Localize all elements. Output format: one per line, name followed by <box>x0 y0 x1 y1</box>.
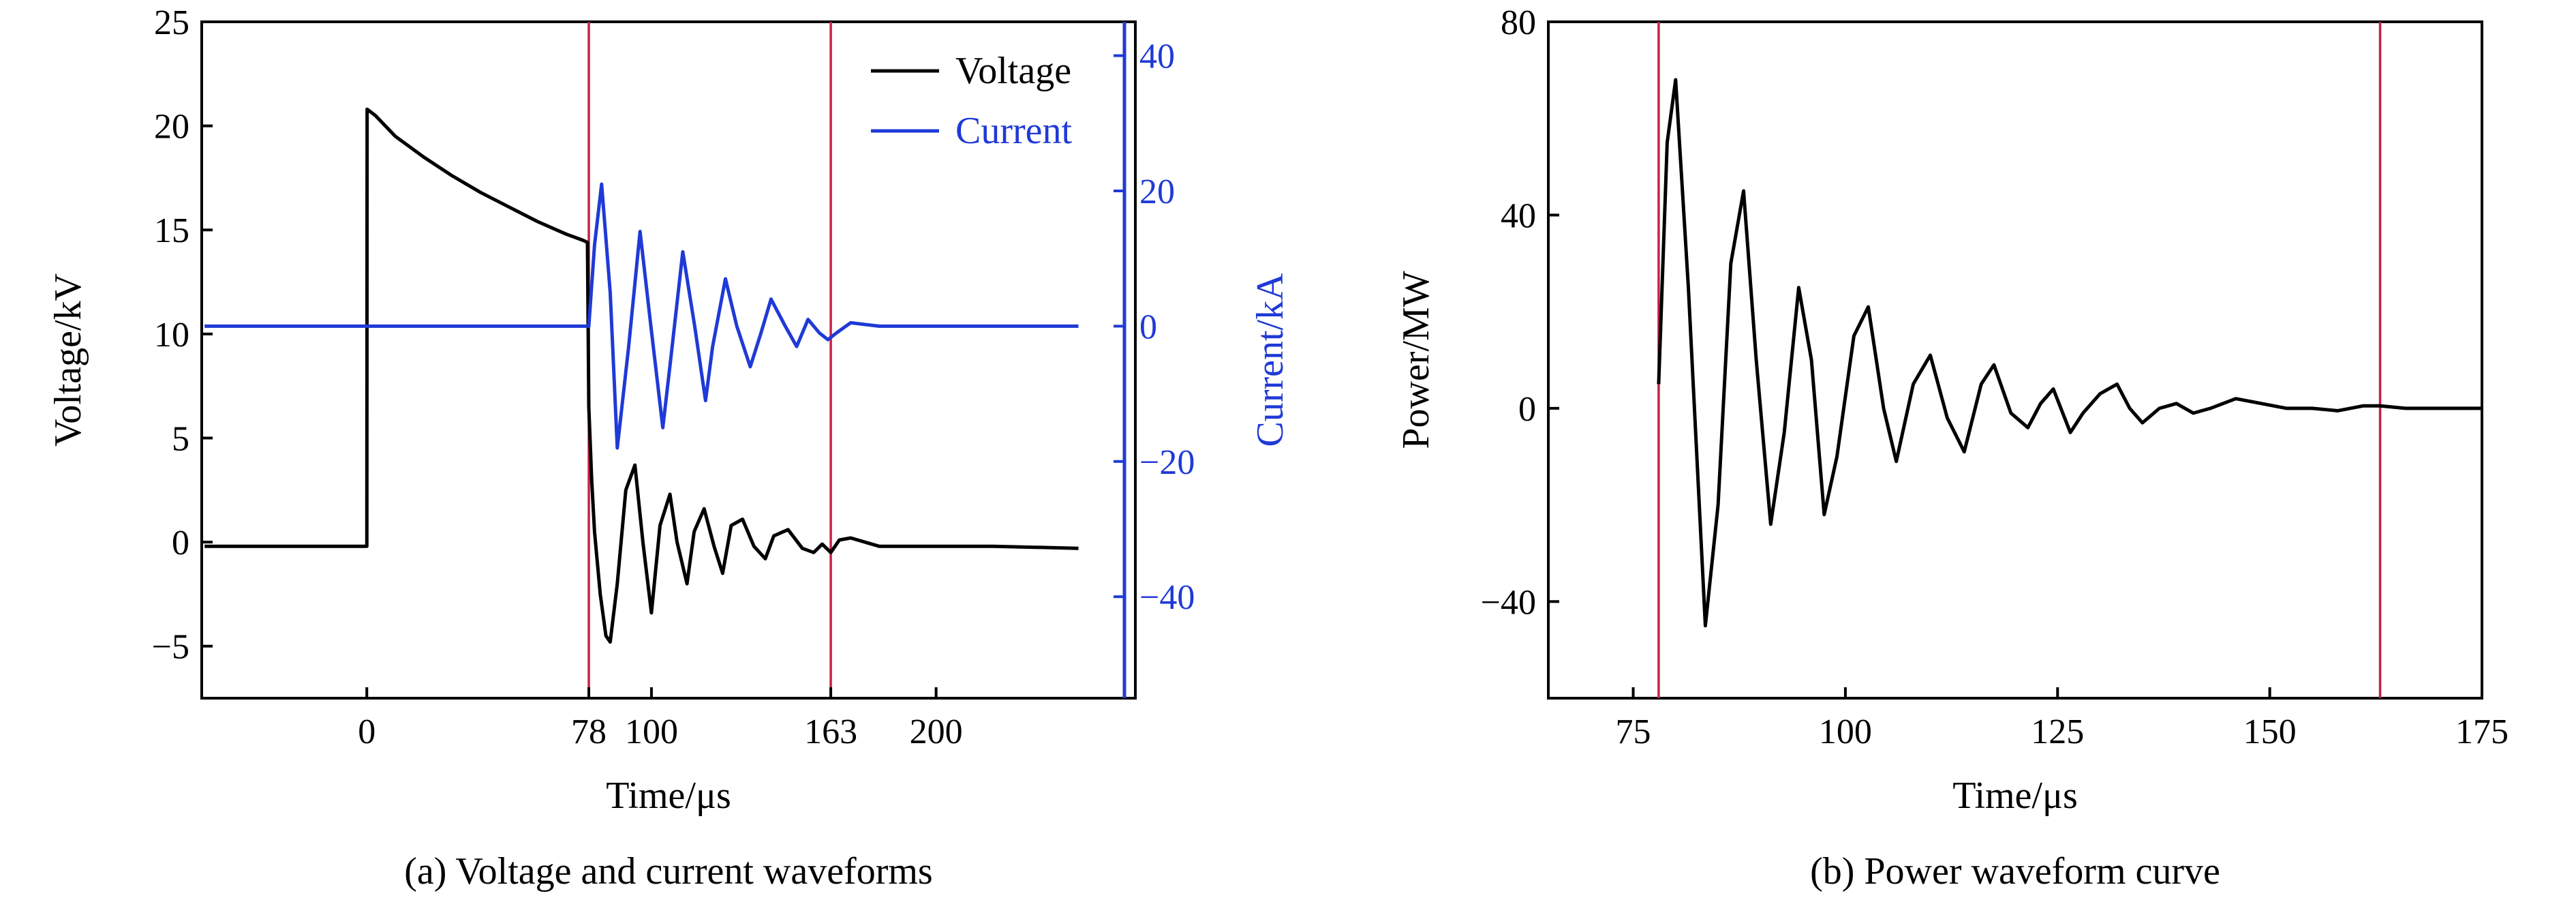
caption-a: (a) Voltage and current waveforms <box>404 850 932 892</box>
y-tick-label: 15 <box>154 211 189 250</box>
legend: Voltage Current <box>871 50 1073 152</box>
x-axis-label-a: Time/μs <box>606 775 731 817</box>
y-tick-label: 80 <box>1501 3 1536 42</box>
power-chart: 75 100 125 150 175 −40 0 40 80 Time/μs Power/MW… <box>1395 3 2509 892</box>
y-axis-label-a: Voltage/kV <box>47 273 89 447</box>
y-tick-label: −5 <box>152 628 189 667</box>
x-tick-label: 75 <box>1616 712 1651 751</box>
caption-b: (b) Power waveform curve <box>1810 850 2220 892</box>
plot-area-b <box>1547 20 2483 700</box>
x-tick-label: 175 <box>2455 712 2509 751</box>
voltage-series-line <box>204 107 1079 644</box>
plot-area-a <box>200 20 1137 700</box>
legend-current-label: Current <box>955 110 1073 152</box>
x-tick-label: 150 <box>2243 712 2297 751</box>
x-tick-label: 100 <box>625 712 678 751</box>
legend-voltage-label: Voltage <box>955 50 1071 92</box>
y-tick-label: 25 <box>154 3 189 42</box>
y2-tick-label: 40 <box>1139 38 1175 76</box>
y2-tick-label: −40 <box>1139 578 1195 617</box>
y-tick-label: −40 <box>1481 583 1536 622</box>
x-tick-label: 0 <box>358 712 375 751</box>
power-series-line <box>1657 78 2482 628</box>
x-tick-label: 100 <box>1819 712 1872 751</box>
x-tick-label: 200 <box>910 712 963 751</box>
y-axis-label-b: Power/MW <box>1395 271 1437 449</box>
voltage-current-chart: 0 78 100 163 200 −5 0 5 10 15 20 25 −40 −20 0 20 40 Ti… <box>47 3 1291 892</box>
y2-axis-label-a: Current/kA <box>1249 273 1291 447</box>
x-tick-label: 78 <box>571 712 607 751</box>
y-tick-label: 0 <box>172 524 189 562</box>
y-tick-label: 40 <box>1501 196 1536 235</box>
x-tick-label: 125 <box>2031 712 2084 751</box>
y2-tick-label: −20 <box>1139 443 1195 482</box>
y-tick-label: 5 <box>172 419 189 458</box>
x-axis-label-b: Time/μs <box>1952 775 2078 817</box>
x-tick-label: 163 <box>804 712 857 751</box>
y2-tick-label: 0 <box>1139 308 1157 346</box>
y2-tick-label: 20 <box>1139 172 1175 211</box>
y-tick-label: 10 <box>154 316 189 355</box>
y-tick-label: 0 <box>1518 390 1536 429</box>
y-tick-label: 20 <box>154 108 189 147</box>
current-series-line <box>204 182 1079 450</box>
